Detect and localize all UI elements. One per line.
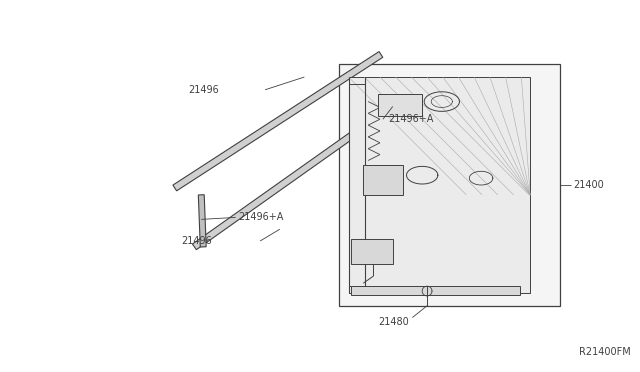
Polygon shape [378, 94, 422, 116]
Text: 21496+A: 21496+A [388, 114, 433, 124]
Text: 21400: 21400 [573, 180, 604, 190]
Text: 21496: 21496 [182, 236, 212, 246]
Text: 21496+A: 21496+A [239, 212, 284, 222]
Polygon shape [364, 166, 403, 195]
Polygon shape [351, 239, 393, 263]
Polygon shape [198, 195, 206, 247]
Polygon shape [173, 52, 383, 191]
Text: 21480: 21480 [378, 317, 409, 327]
Text: R21400FM: R21400FM [579, 347, 631, 357]
Polygon shape [193, 110, 385, 250]
Polygon shape [349, 77, 530, 293]
Polygon shape [339, 64, 559, 306]
Text: 21496: 21496 [189, 85, 220, 95]
Polygon shape [351, 286, 520, 295]
